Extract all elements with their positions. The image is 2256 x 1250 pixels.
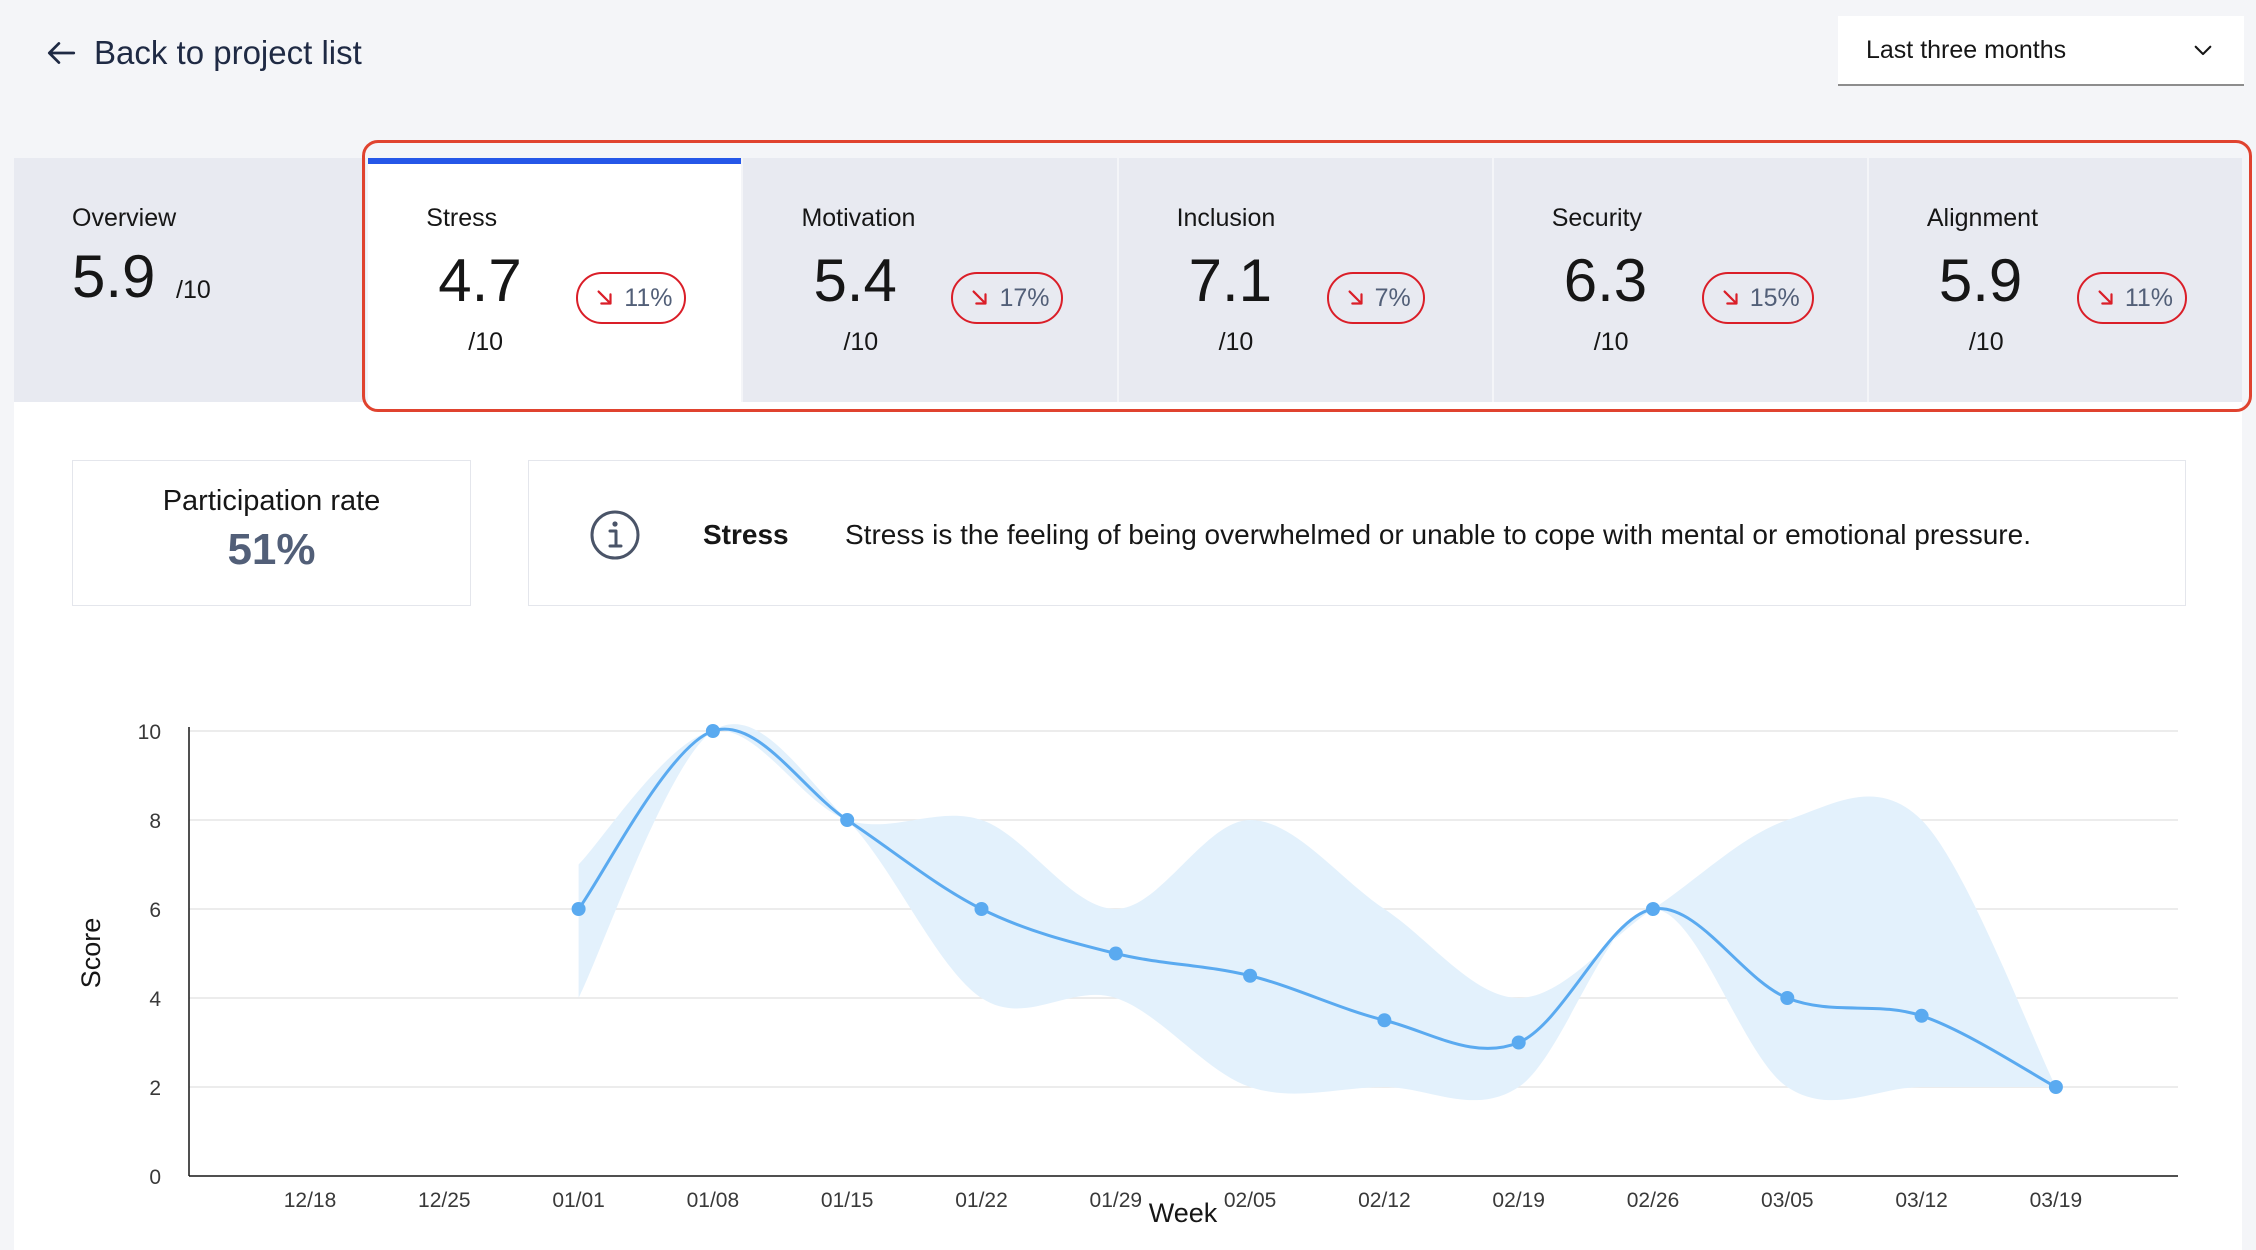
- data-point[interactable]: [1914, 1008, 1929, 1023]
- trend-badge: 11%: [2076, 272, 2188, 324]
- x-tick-label: 02/12: [1358, 1189, 1411, 1212]
- period-dropdown[interactable]: Last three months: [1838, 16, 2244, 86]
- x-tick-label: 12/18: [284, 1189, 337, 1212]
- description-text: Stress is the feeling of being overwhelm…: [845, 519, 2031, 550]
- back-to-project-list-link[interactable]: Back to project list: [44, 34, 362, 72]
- period-dropdown-value: Last three months: [1866, 35, 2067, 64]
- metric-tabs: Overview 5.9 /10 Stress 4.7 /10 11% Moti…: [14, 158, 2242, 402]
- tab-motivation[interactable]: Motivation 5.4 /10 17%: [741, 158, 1117, 402]
- x-tick-labels: 12/18 12/25 01/01 01/08 01/15 01/22 01/29 02/05…: [284, 1189, 2082, 1212]
- metric-score: 6.3: [1563, 247, 1648, 314]
- tab-label: Motivation: [801, 204, 916, 232]
- y-tick-label: 8: [149, 810, 161, 833]
- x-tick-label: 01/22: [955, 1189, 1008, 1212]
- data-point[interactable]: [1511, 1035, 1526, 1050]
- y-tick-label: 0: [149, 1166, 161, 1189]
- metric-score: 7.1: [1188, 247, 1272, 314]
- x-tick-label: 03/05: [1761, 1189, 1814, 1212]
- data-point[interactable]: [571, 902, 586, 916]
- y-tick-label: 6: [149, 899, 161, 922]
- overview-unit: /10: [176, 276, 211, 304]
- arrow-down-right-icon: [972, 290, 988, 305]
- participation-card: Participation rate 51%: [72, 460, 471, 606]
- metric-unit: /10: [1218, 328, 1254, 356]
- participation-value: 51%: [227, 525, 316, 574]
- trend-value: 11%: [624, 283, 673, 312]
- x-tick-label: 01/01: [552, 1189, 605, 1212]
- data-point[interactable]: [1377, 1013, 1392, 1028]
- tab-inclusion[interactable]: Inclusion 7.1 /10 7%: [1116, 158, 1492, 402]
- tab-overview[interactable]: Overview 5.9 /10: [14, 158, 367, 402]
- metric-unit: /10: [1968, 328, 2004, 356]
- tab-label: Alignment: [1926, 204, 2039, 232]
- metric-unit: /10: [843, 328, 879, 356]
- tab-stress[interactable]: Stress 4.7 /10 11%: [366, 158, 742, 402]
- trend-badge: 7%: [1326, 272, 1425, 324]
- data-point[interactable]: [2048, 1080, 2063, 1094]
- metric-description-card: Stress Stress is the feeling of being ov…: [528, 460, 2186, 606]
- metric-unit: /10: [1593, 328, 1629, 356]
- data-point[interactable]: [1108, 946, 1123, 961]
- y-tick-label: 2: [149, 1077, 161, 1100]
- trend-badge: 17%: [951, 272, 1064, 324]
- data-point[interactable]: [1243, 968, 1258, 983]
- x-tick-label: 03/19: [2030, 1189, 2083, 1212]
- x-tick-label: 03/12: [1895, 1189, 1948, 1212]
- x-tick-label: 02/05: [1224, 1189, 1277, 1212]
- arrow-left-icon: [47, 42, 76, 64]
- data-point[interactable]: [1780, 991, 1795, 1005]
- overview-score: 5.9: [72, 243, 156, 310]
- arrow-down-right-icon: [597, 290, 612, 305]
- tab-label: Stress: [426, 204, 498, 232]
- trend-value: 7%: [1374, 283, 1411, 312]
- metric-unit: /10: [468, 328, 504, 356]
- x-axis-label: Week: [1149, 1198, 1218, 1228]
- metric-score: 4.7: [438, 247, 522, 314]
- tab-alignment[interactable]: Alignment 5.9 /10 11%: [1866, 158, 2242, 402]
- x-tick-label: 01/15: [821, 1189, 874, 1212]
- confidence-band: [578, 724, 2056, 1101]
- tab-label: Overview: [72, 204, 177, 232]
- participation-label: Participation rate: [162, 485, 381, 517]
- chevron-down-icon: [2194, 45, 2212, 56]
- data-point[interactable]: [840, 813, 855, 827]
- series-points: [571, 724, 2063, 1094]
- y-tick-label: 10: [138, 721, 161, 744]
- x-tick-label: 12/25: [418, 1189, 471, 1212]
- trend-value: 11%: [2124, 283, 2174, 312]
- description-term: Stress: [703, 519, 789, 550]
- y-axis-label: Score: [76, 918, 106, 989]
- metric-score: 5.4: [813, 247, 897, 314]
- data-point[interactable]: [1646, 902, 1660, 916]
- x-tick-label: 01/08: [687, 1189, 740, 1212]
- y-tick-labels: 0 2 4 6 8 10: [138, 721, 162, 1189]
- trend-badge: 11%: [576, 272, 687, 324]
- tab-label: Security: [1551, 204, 1643, 232]
- back-link-label: Back to project list: [94, 34, 362, 71]
- x-tick-label: 01/29: [1090, 1189, 1143, 1212]
- arrow-down-right-icon: [2098, 290, 2113, 305]
- data-point[interactable]: [974, 902, 989, 916]
- trend-badge: 15%: [1701, 272, 1814, 324]
- y-tick-label: 4: [149, 988, 161, 1011]
- metric-score: 5.9: [1938, 247, 2023, 314]
- arrow-down-right-icon: [1348, 290, 1363, 305]
- tab-label: Inclusion: [1176, 204, 1276, 232]
- trend-value: 15%: [1749, 283, 1800, 312]
- data-point[interactable]: [705, 724, 720, 738]
- info-icon: [590, 510, 640, 560]
- tab-security[interactable]: Security 6.3 /10 15%: [1491, 158, 1867, 402]
- x-tick-label: 02/26: [1627, 1189, 1680, 1212]
- arrow-down-right-icon: [1723, 290, 1738, 305]
- x-tick-label: 02/19: [1492, 1189, 1545, 1212]
- trend-value: 17%: [999, 283, 1050, 312]
